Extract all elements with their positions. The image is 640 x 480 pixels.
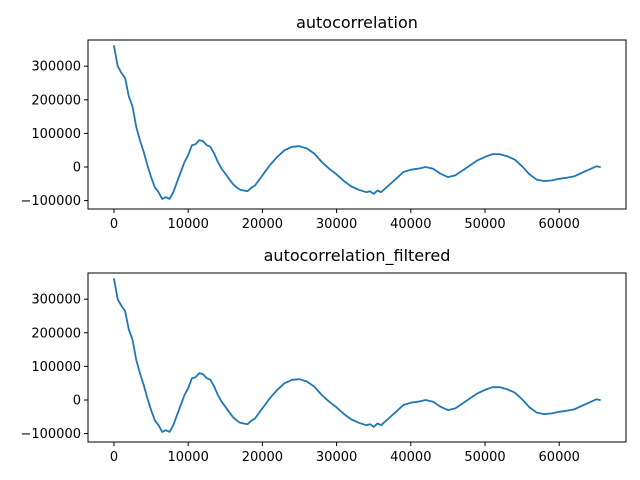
x-tick-label: 10000 <box>167 217 208 232</box>
y-tick-label: 200000 <box>31 93 81 108</box>
x-tick-label: 50000 <box>464 217 505 232</box>
y-tick-label: −100000 <box>20 194 81 209</box>
x-tick-label: 30000 <box>316 217 357 232</box>
y-axis: −100000 0 100000 200000 300000 <box>20 293 88 442</box>
axes-frame <box>87 39 627 210</box>
x-tick-label: 10000 <box>167 450 208 465</box>
x-tick-label: 0 <box>110 450 118 465</box>
autocorrelation-plot: autocorrelation 0 10000 20000 30000 40000 500… <box>20 13 627 232</box>
autocorrelation-filtered-plot: autocorrelation_filtered 0 10000 20000 3000… <box>20 246 627 465</box>
y-tick-label: 300000 <box>31 60 81 75</box>
chart-title: autocorrelation_filtered <box>264 246 451 266</box>
x-tick-label: 20000 <box>242 450 283 465</box>
x-tick-label: 60000 <box>539 217 580 232</box>
x-tick-label: 50000 <box>464 450 505 465</box>
y-tick-label: −100000 <box>20 427 81 442</box>
x-tick-label: 40000 <box>390 217 431 232</box>
y-tick-label: 100000 <box>31 360 81 375</box>
y-tick-label: 0 <box>73 161 81 176</box>
series-line <box>113 278 601 433</box>
x-tick-label: 0 <box>110 217 118 232</box>
chart-title: autocorrelation <box>296 13 418 32</box>
series-line <box>113 45 601 200</box>
y-tick-label: 100000 <box>31 127 81 142</box>
x-axis: 0 10000 20000 30000 40000 50000 60000 <box>110 442 580 465</box>
x-tick-label: 20000 <box>242 217 283 232</box>
y-axis: −100000 0 100000 200000 300000 <box>20 60 88 209</box>
y-tick-label: 200000 <box>31 326 81 341</box>
x-tick-label: 40000 <box>390 450 431 465</box>
y-tick-label: 300000 <box>31 293 81 308</box>
x-tick-label: 30000 <box>316 450 357 465</box>
x-tick-label: 60000 <box>539 450 580 465</box>
axes-frame <box>87 272 627 443</box>
x-axis: 0 10000 20000 30000 40000 50000 60000 <box>110 209 580 232</box>
y-tick-label: 0 <box>73 394 81 409</box>
